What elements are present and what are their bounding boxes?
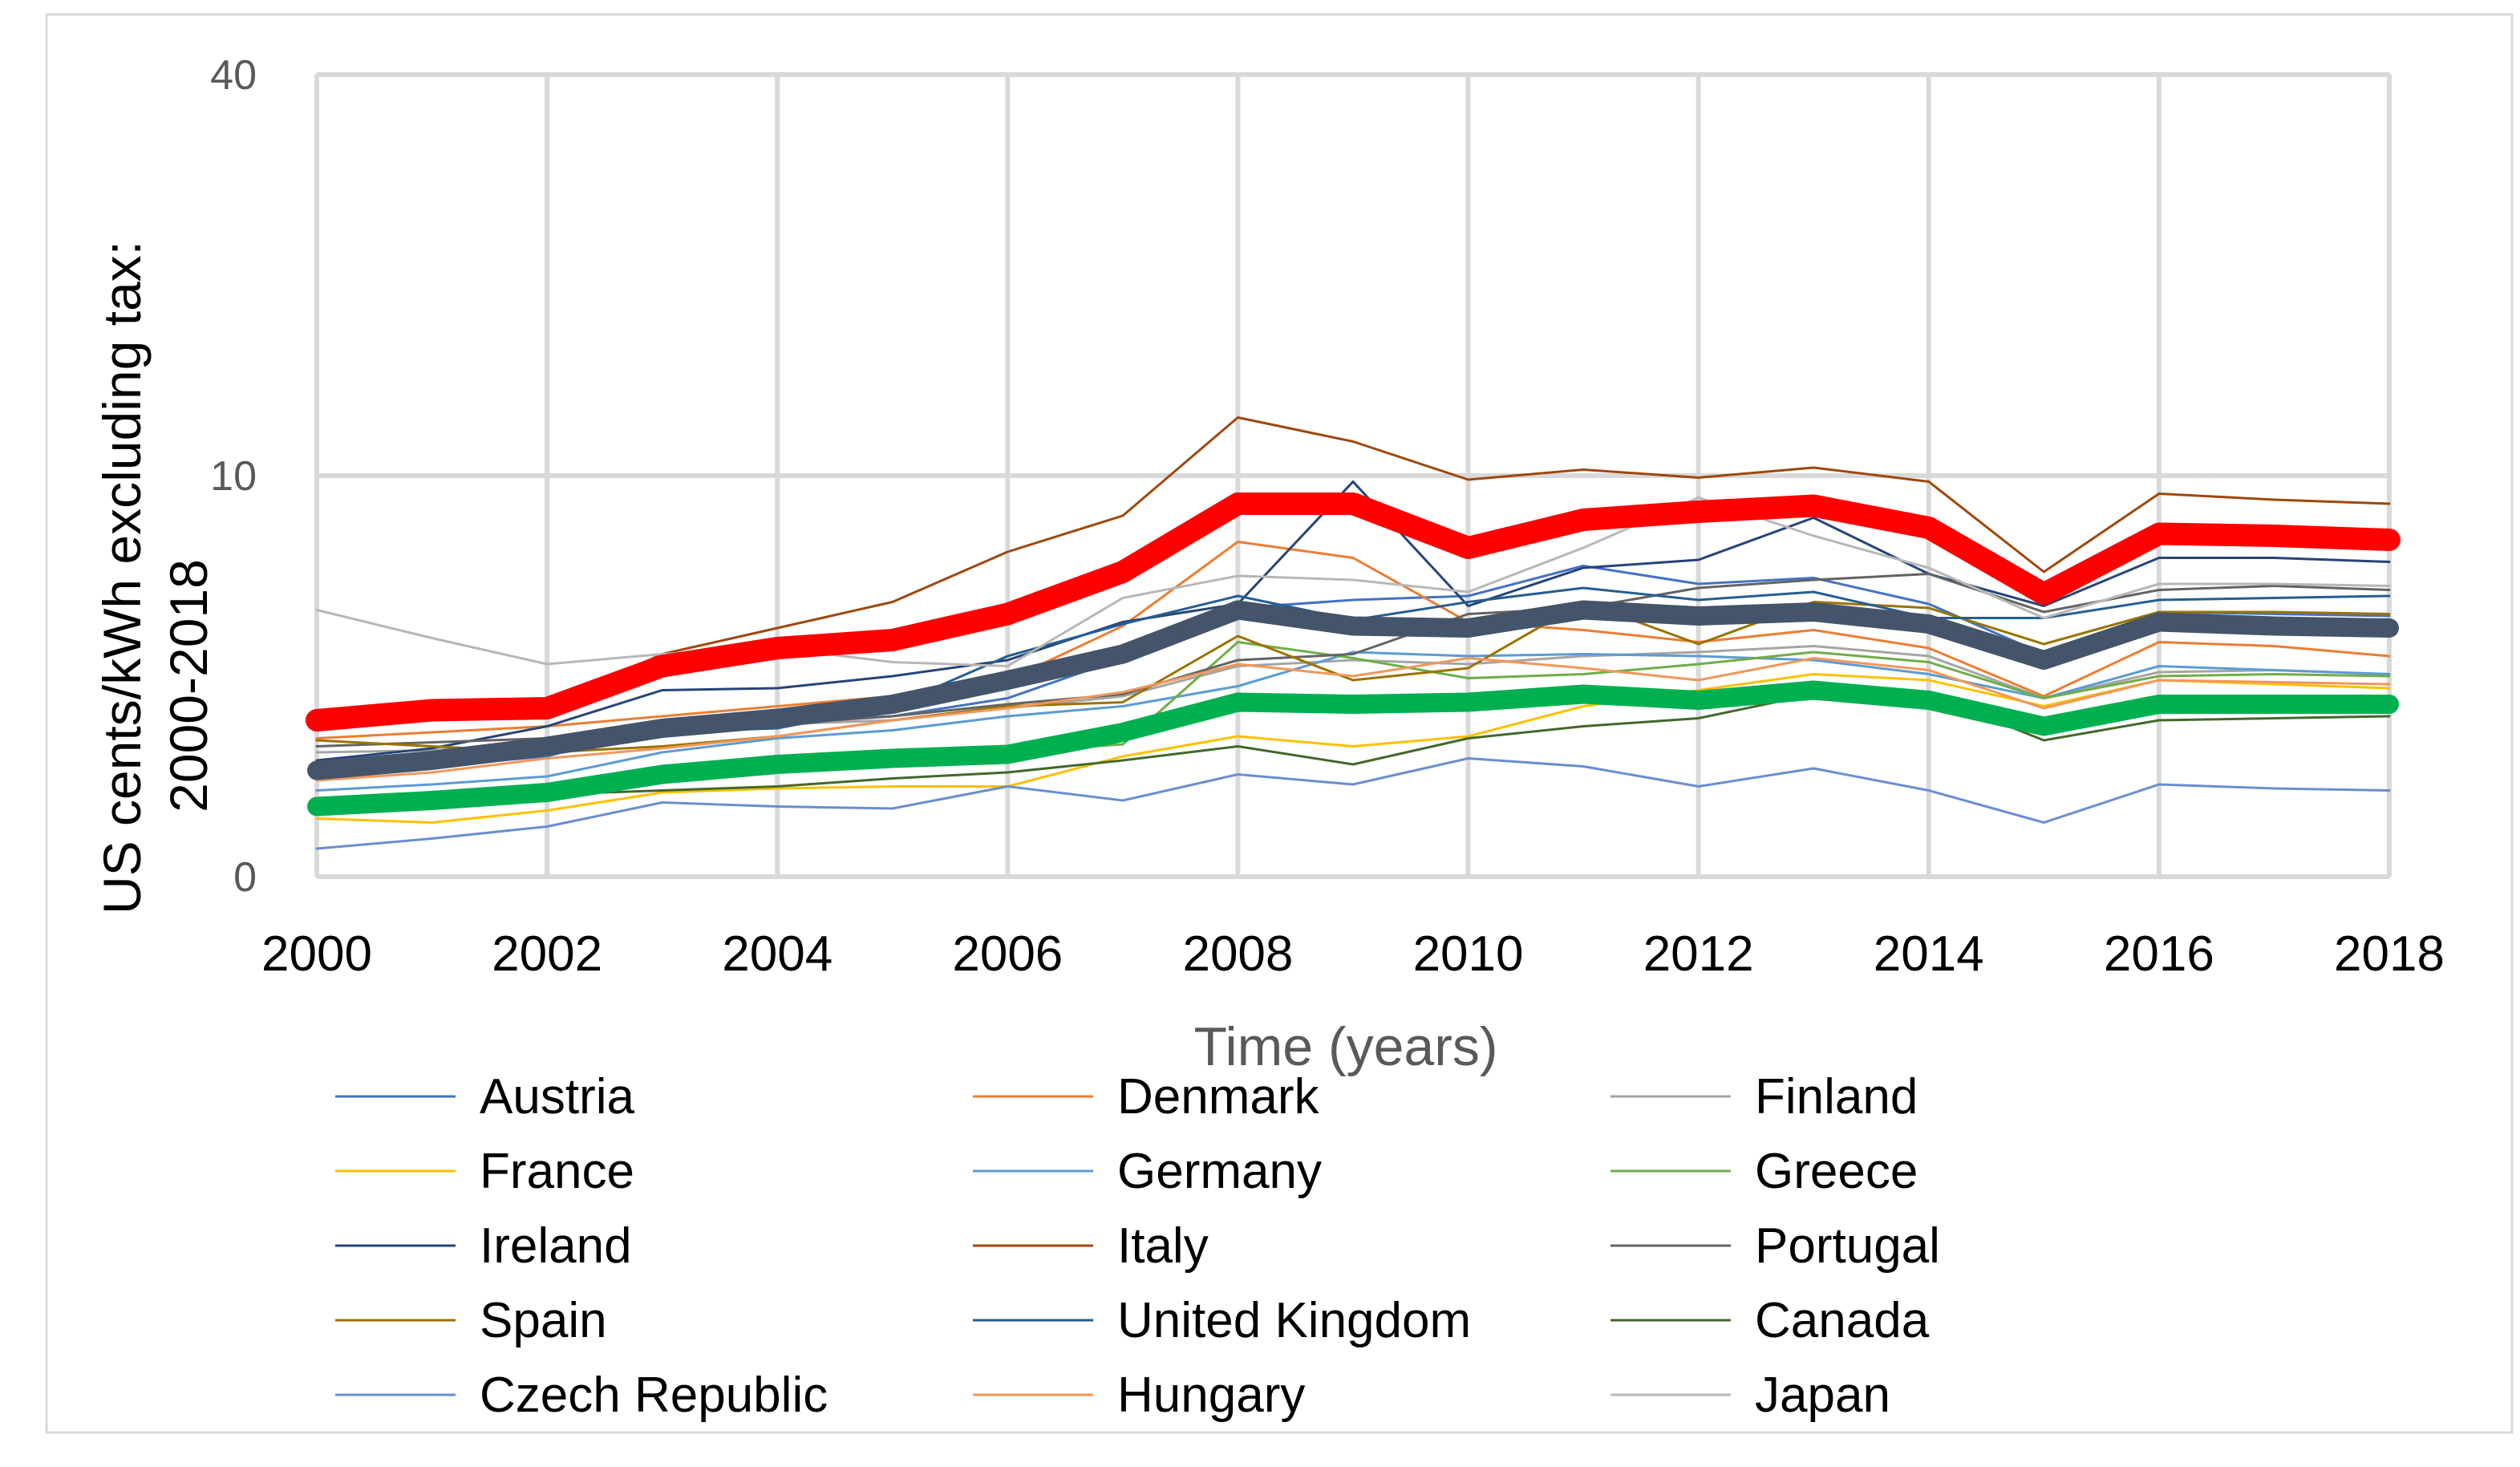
series-lines — [306, 416, 2400, 850]
x-tick-label: 2014 — [1874, 926, 1984, 982]
legend-label: Portugal — [1755, 1218, 1940, 1274]
series-line-bold-navy — [307, 600, 2399, 780]
legend-item-hungary: Hungary — [973, 1368, 1305, 1423]
legend-item-spain: Spain — [335, 1293, 607, 1348]
legend-item-japan: Japan — [1610, 1368, 1890, 1423]
legend-item-france: France — [335, 1144, 634, 1199]
series-line-ireland — [315, 480, 2391, 762]
x-tick-label: 2000 — [261, 926, 372, 982]
plot-frame — [315, 73, 2391, 878]
legend-item-germany: Germany — [973, 1144, 1322, 1199]
y-axis-title-line-1: US cents/kWh excluding tax: — [92, 241, 152, 914]
x-tick-label: 2010 — [1413, 926, 1524, 982]
y-tick-label: 40 — [210, 52, 257, 99]
x-axis-title: Time (years) — [1193, 1016, 1497, 1077]
x-tick-label: 2018 — [2334, 926, 2445, 982]
legend-item-united-kingdom: United Kingdom — [973, 1293, 1471, 1348]
legend-label: Spain — [480, 1293, 607, 1348]
x-tick-label: 2002 — [492, 926, 602, 982]
x-tick-label: 2004 — [722, 926, 833, 982]
legend-label: Austria — [480, 1069, 634, 1125]
series-line-canada — [315, 693, 2391, 806]
legend-label: Denmark — [1117, 1069, 1320, 1125]
series-line-bold-red — [306, 492, 2400, 731]
legend-item-italy: Italy — [973, 1218, 1209, 1274]
legend-item-austria: Austria — [335, 1069, 634, 1125]
legend-item-portugal: Portugal — [1610, 1218, 1940, 1274]
legend-label: Germany — [1117, 1144, 1322, 1199]
series-line-bold-green — [307, 680, 2399, 817]
legend-label: Japan — [1755, 1368, 1890, 1423]
series-line-czech-republic — [315, 757, 2391, 850]
legend-item-canada: Canada — [1610, 1293, 1930, 1348]
series-line-hungary — [315, 657, 2391, 782]
x-tick-label: 2016 — [2104, 926, 2214, 982]
legend-item-finland: Finland — [1610, 1069, 1918, 1125]
x-tick-label: 2012 — [1643, 926, 1754, 982]
legend-label: Hungary — [1117, 1368, 1305, 1423]
legend-label: Canada — [1755, 1293, 1930, 1348]
legend-label: Italy — [1117, 1218, 1209, 1274]
legend: Austria Denmark Finland France Germany Greece… — [335, 1069, 1940, 1423]
legend-item-greece: Greece — [1610, 1144, 1918, 1199]
x-tick-labels: 2000 2002 2004 2006 2008 2010 2012 2014 2016 2018 — [261, 926, 2445, 982]
x-tick-label: 2008 — [1182, 926, 1293, 982]
x-tick-label: 2006 — [952, 926, 1063, 982]
legend-label: Finland — [1755, 1069, 1918, 1125]
series-line-denmark — [315, 541, 2391, 740]
legend-item-czech-republic: Czech Republic — [335, 1368, 828, 1423]
legend-label: France — [480, 1144, 634, 1199]
series-line-france — [315, 673, 2391, 824]
y-tick-label: 10 — [210, 453, 257, 500]
legend-label: Greece — [1755, 1144, 1918, 1199]
legend-label: Czech Republic — [480, 1368, 828, 1423]
series-line-spain — [315, 601, 2391, 754]
legend-item-denmark: Denmark — [973, 1069, 1320, 1125]
legend-label: United Kingdom — [1117, 1293, 1471, 1348]
legend-item-ireland: Ireland — [335, 1218, 632, 1274]
series-line-japan — [315, 496, 2391, 667]
y-tick-labels: 0 10 40 — [210, 52, 257, 901]
y-tick-label: 0 — [233, 854, 257, 901]
y-axis-title-line-2: 2000-2018 — [159, 559, 218, 813]
legend-label: Ireland — [480, 1218, 632, 1274]
